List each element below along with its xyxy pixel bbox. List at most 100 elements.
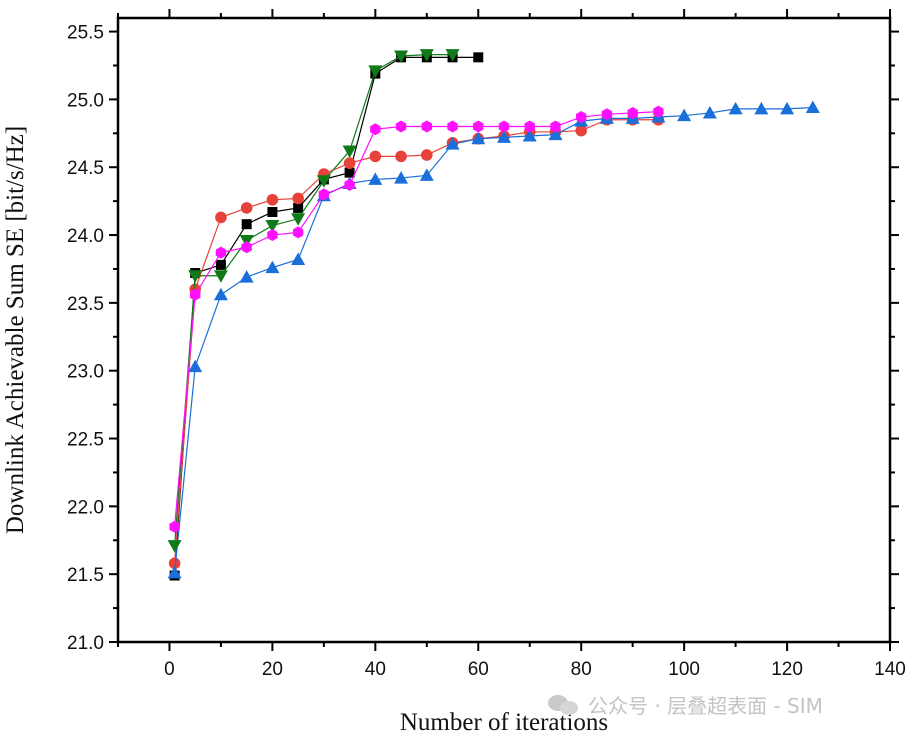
data-point <box>292 226 304 239</box>
data-point <box>239 234 254 248</box>
data-point <box>213 270 228 283</box>
data-point <box>419 168 434 181</box>
data-point <box>369 150 382 163</box>
x-tick-label: 100 <box>668 659 700 680</box>
data-point <box>805 100 820 114</box>
data-point <box>213 287 228 301</box>
wechat-icon <box>548 693 582 717</box>
data-point <box>240 202 253 214</box>
series-line <box>174 106 813 573</box>
data-point <box>394 50 409 63</box>
y-tick-label: 22.0 <box>67 497 104 518</box>
x-tick-label: 120 <box>771 659 803 680</box>
data-point <box>241 219 252 230</box>
data-point <box>215 211 227 224</box>
y-tick-label: 23.0 <box>67 362 104 383</box>
data-point <box>370 123 381 136</box>
data-point <box>267 229 278 242</box>
axis-ticks <box>109 9 899 651</box>
data-point <box>575 124 587 137</box>
data-point <box>395 150 407 163</box>
y-tick-labels: 21.0 21.5 22.0 22.5 23.0 23.5 24.0 24.5 25.0 25.5 <box>67 23 104 654</box>
series-line <box>174 54 453 546</box>
data-point <box>169 520 180 533</box>
data-point <box>447 120 458 133</box>
data-point <box>550 120 561 133</box>
data-point <box>168 557 181 570</box>
series-line <box>174 119 659 564</box>
data-point <box>215 259 226 270</box>
data-point <box>190 288 201 301</box>
data-point <box>780 101 795 115</box>
data-point <box>368 65 383 78</box>
data-point <box>167 540 182 553</box>
data-point <box>266 193 279 206</box>
y-tick-label: 24.0 <box>67 226 104 247</box>
y-tick-label: 25.5 <box>67 23 104 44</box>
series-4 <box>169 105 664 533</box>
data-point <box>267 206 278 217</box>
data-point <box>239 270 254 283</box>
data-point <box>497 130 511 143</box>
x-tick-label: 80 <box>571 659 592 680</box>
x-tick-label: 40 <box>365 659 386 680</box>
data-point <box>344 167 355 178</box>
series-1 <box>168 113 665 570</box>
y-axis-title: Downlink Achievable Sum SE [bit/s/Hz] <box>2 126 29 534</box>
data-point <box>343 157 356 169</box>
data-point <box>265 220 280 233</box>
data-point <box>215 246 227 259</box>
data-point <box>265 260 280 274</box>
series-2 <box>167 100 820 579</box>
x-tick-label: 140 <box>874 659 906 680</box>
data-point <box>342 145 357 158</box>
data-point <box>318 188 330 201</box>
data-point <box>188 270 203 283</box>
watermark: 公众号 · 层叠超表面 - SIM <box>548 690 823 719</box>
data-point <box>524 120 535 133</box>
data-point <box>576 111 587 124</box>
data-point <box>395 120 407 133</box>
y-tick-label: 22.5 <box>67 430 104 451</box>
y-tick-label: 21.5 <box>67 565 104 586</box>
data-point <box>291 213 306 226</box>
data-point <box>498 120 510 133</box>
data-point <box>548 127 563 141</box>
data-point <box>188 359 203 373</box>
x-tick-labels: 0 20 40 60 80 100 120 140 <box>164 659 906 680</box>
data-point <box>473 120 484 133</box>
data-point <box>702 105 717 119</box>
data-point <box>445 49 460 62</box>
x-tick-label: 60 <box>468 659 489 680</box>
data-point <box>421 149 433 161</box>
data-point <box>471 131 486 145</box>
y-tick-label: 24.5 <box>67 158 104 179</box>
watermark-text: 公众号 · 层叠超表面 - SIM <box>588 694 823 718</box>
data-point <box>291 252 306 265</box>
data-point <box>754 101 769 115</box>
series-0 <box>169 52 484 581</box>
data-point <box>292 192 304 205</box>
data-point <box>421 120 432 133</box>
y-tick-label: 23.5 <box>67 294 104 315</box>
data-point <box>419 49 434 62</box>
data-point <box>241 241 252 254</box>
x-tick-label: 0 <box>164 659 175 680</box>
y-tick-label: 21.0 <box>67 633 104 654</box>
data-point <box>344 178 355 191</box>
data-point <box>293 202 304 213</box>
series-3 <box>167 49 460 553</box>
series-layer <box>167 49 820 581</box>
data-point <box>445 137 460 150</box>
x-tick-label: 20 <box>262 659 283 680</box>
series-line <box>174 111 659 527</box>
data-point <box>167 565 182 579</box>
series-line <box>174 56 479 576</box>
data-point <box>473 52 484 63</box>
data-point <box>677 108 692 122</box>
data-point <box>394 171 409 184</box>
data-point <box>522 129 537 142</box>
plot-frame <box>116 16 892 644</box>
data-point <box>601 108 613 121</box>
